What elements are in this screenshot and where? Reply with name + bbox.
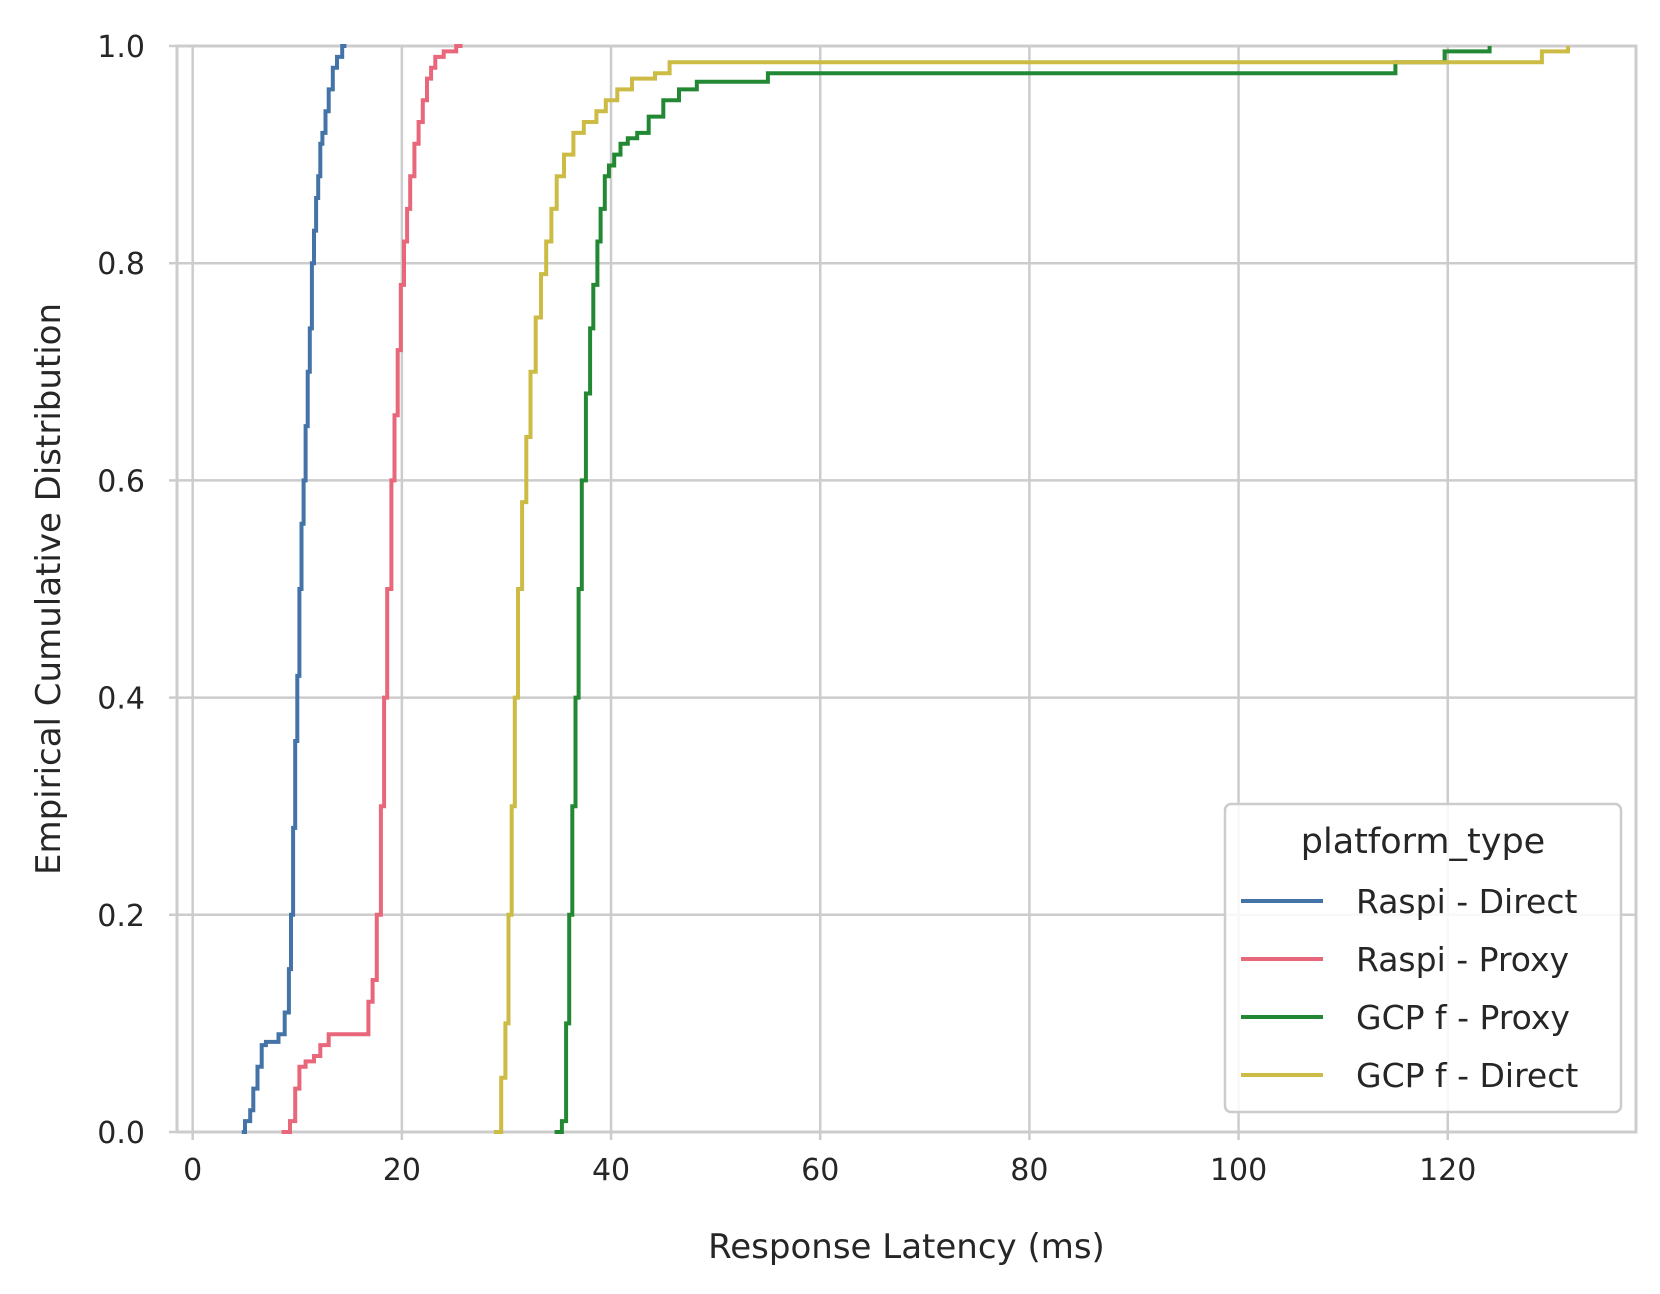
series-line-gcp-f-proxy xyxy=(554,46,1492,1134)
y-tick-label: 0.0 xyxy=(97,1116,145,1151)
series-lines xyxy=(241,44,1570,1134)
y-tick-label: 0.6 xyxy=(97,464,145,499)
x-axis-ticks: 0 20 40 60 80 100 120 xyxy=(183,1132,1476,1188)
plot-frame xyxy=(175,44,1638,1134)
x-tick-label: 60 xyxy=(801,1153,839,1188)
y-axis-label: Empirical Cumulative Distribution xyxy=(29,303,69,875)
x-tick-label: 20 xyxy=(383,1153,421,1188)
x-axis-label: Response Latency (ms) xyxy=(708,1227,1105,1267)
y-tick-label: 0.2 xyxy=(97,899,145,934)
legend-label-raspi-direct: Raspi - Direct xyxy=(1356,882,1577,921)
series-line-raspi-direct xyxy=(241,44,347,1134)
x-tick-label: 100 xyxy=(1210,1153,1267,1188)
series-line-raspi-proxy xyxy=(281,44,463,1134)
series-line-gcp-f-direct xyxy=(493,46,1570,1134)
legend-label-raspi-proxy: Raspi - Proxy xyxy=(1356,940,1569,979)
legend-label-gcp-f-proxy: GCP f - Proxy xyxy=(1356,998,1570,1037)
x-tick-label: 40 xyxy=(592,1153,630,1188)
x-tick-label: 120 xyxy=(1419,1153,1476,1188)
y-axis-ticks: 0.0 0.2 0.4 0.6 0.8 1.0 xyxy=(97,30,177,1151)
y-tick-label: 0.4 xyxy=(97,682,145,717)
legend-title: platform_type xyxy=(1301,822,1545,862)
x-tick-label: 80 xyxy=(1010,1153,1048,1188)
legend-box xyxy=(1223,802,1623,1114)
y-tick-label: 0.8 xyxy=(97,247,145,282)
legend: platform_type Raspi - Direct Raspi - Prox… xyxy=(1223,802,1623,1114)
x-tick-label: 0 xyxy=(183,1153,202,1188)
y-tick-label: 1.0 xyxy=(97,30,145,65)
legend-label-gcp-f-direct: GCP f - Direct xyxy=(1356,1056,1578,1095)
legend-items: Raspi - Direct Raspi - Proxy GCP f - Proxy… xyxy=(1241,882,1578,1095)
